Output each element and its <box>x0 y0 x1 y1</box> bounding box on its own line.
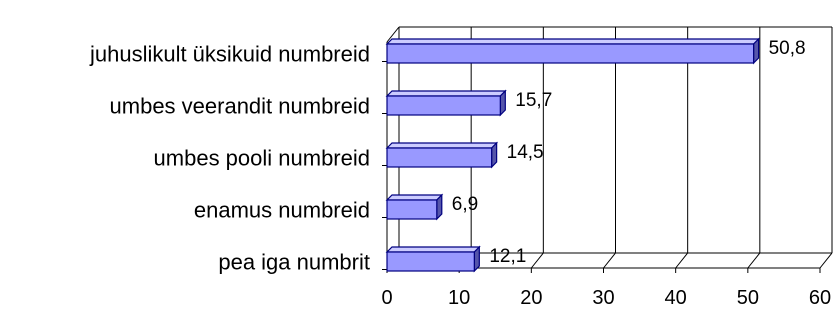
bar <box>385 89 507 117</box>
data-label: 6,9 <box>452 194 478 215</box>
bar-front-face <box>386 95 501 116</box>
data-label: 50,8 <box>769 38 806 59</box>
category-label: enamus numbreid <box>194 198 370 223</box>
x-tick-label: 40 <box>665 287 687 309</box>
x-tick-label: 30 <box>592 287 614 309</box>
bar <box>385 245 481 273</box>
bar-side-face <box>436 193 443 221</box>
bar <box>385 37 761 65</box>
category-label: juhuslikult üksikuid numbreid <box>89 42 370 67</box>
x-tick-label: 10 <box>448 287 470 309</box>
x-tick-label: 60 <box>809 287 831 309</box>
bar-top-face <box>385 246 481 253</box>
data-label: 15,7 <box>515 90 552 111</box>
data-labels: 50,8 15,7 14,5 6,9 12,1 <box>452 38 806 267</box>
category-label: umbes veerandit numbreid <box>110 94 370 119</box>
x-tick-label: 20 <box>520 287 542 309</box>
category-label: pea iga numbrit <box>218 250 370 275</box>
bar-top-face <box>385 142 499 149</box>
bar <box>385 141 499 169</box>
bar-side-face <box>753 37 760 65</box>
data-label: 12,1 <box>489 246 526 267</box>
data-label: 14,5 <box>507 142 544 163</box>
x-tick-labels: 0 10 20 30 40 50 60 <box>381 287 831 309</box>
floor-gridline <box>747 252 761 269</box>
bar-front-face <box>386 147 493 168</box>
category-labels: juhuslikult üksikuid numbreid umbes veera… <box>89 42 370 275</box>
bar-front-face <box>386 251 475 272</box>
bar <box>385 193 444 221</box>
bar-top-face <box>385 194 444 201</box>
floor-gridline <box>603 252 616 269</box>
floor-gridline <box>675 252 689 269</box>
x-tick-label: 50 <box>737 287 759 309</box>
bar-side-face <box>499 89 506 117</box>
bar-side-face <box>473 245 480 273</box>
x-tick-label: 0 <box>381 287 392 309</box>
floor-gridline <box>530 252 544 269</box>
bar-top-face <box>385 90 507 97</box>
bar-front-face <box>386 199 438 220</box>
bar-top-face <box>385 38 761 45</box>
category-label: umbes pooli numbreid <box>154 146 370 171</box>
side-wall-top-edge <box>386 26 400 43</box>
bars <box>385 37 761 273</box>
bar-front-face <box>386 43 755 64</box>
bar-side-face <box>491 141 498 169</box>
floor-gridline <box>819 252 833 269</box>
